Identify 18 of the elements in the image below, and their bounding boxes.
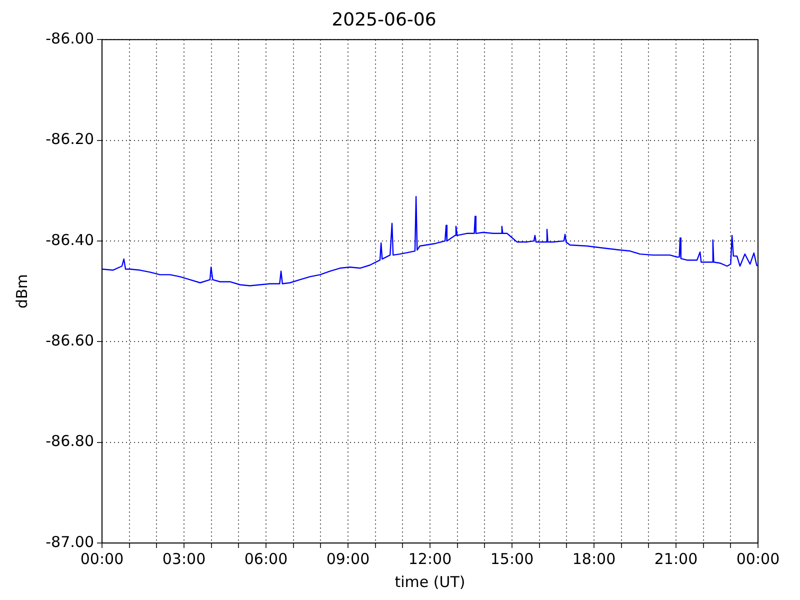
chart-title: 2025-06-06 (332, 9, 436, 30)
y-tick-label: -86.00 (46, 29, 94, 48)
x-tick-label: 18:00 (572, 550, 616, 568)
x-tick-label: 21:00 (654, 550, 698, 568)
x-tick-label: 09:00 (326, 550, 370, 568)
y-tick-label: -86.40 (46, 230, 94, 249)
x-tick-label: 00:00 (736, 550, 780, 568)
x-tick-label: 12:00 (408, 550, 452, 568)
x-axis-title: time (UT) (394, 572, 466, 591)
y-axis-title: dBm (12, 274, 31, 309)
x-tick-label: 00:00 (80, 550, 124, 568)
x-tick-label: 03:00 (162, 550, 206, 568)
y-tick-label: -86.80 (46, 432, 94, 450)
y-tick-label: -86.20 (46, 130, 94, 148)
x-tick-label: 15:00 (490, 550, 534, 568)
y-tick-label: -86.60 (46, 332, 94, 350)
y-tick-label: -87.00 (46, 532, 94, 551)
x-tick-label: 06:00 (244, 550, 288, 568)
